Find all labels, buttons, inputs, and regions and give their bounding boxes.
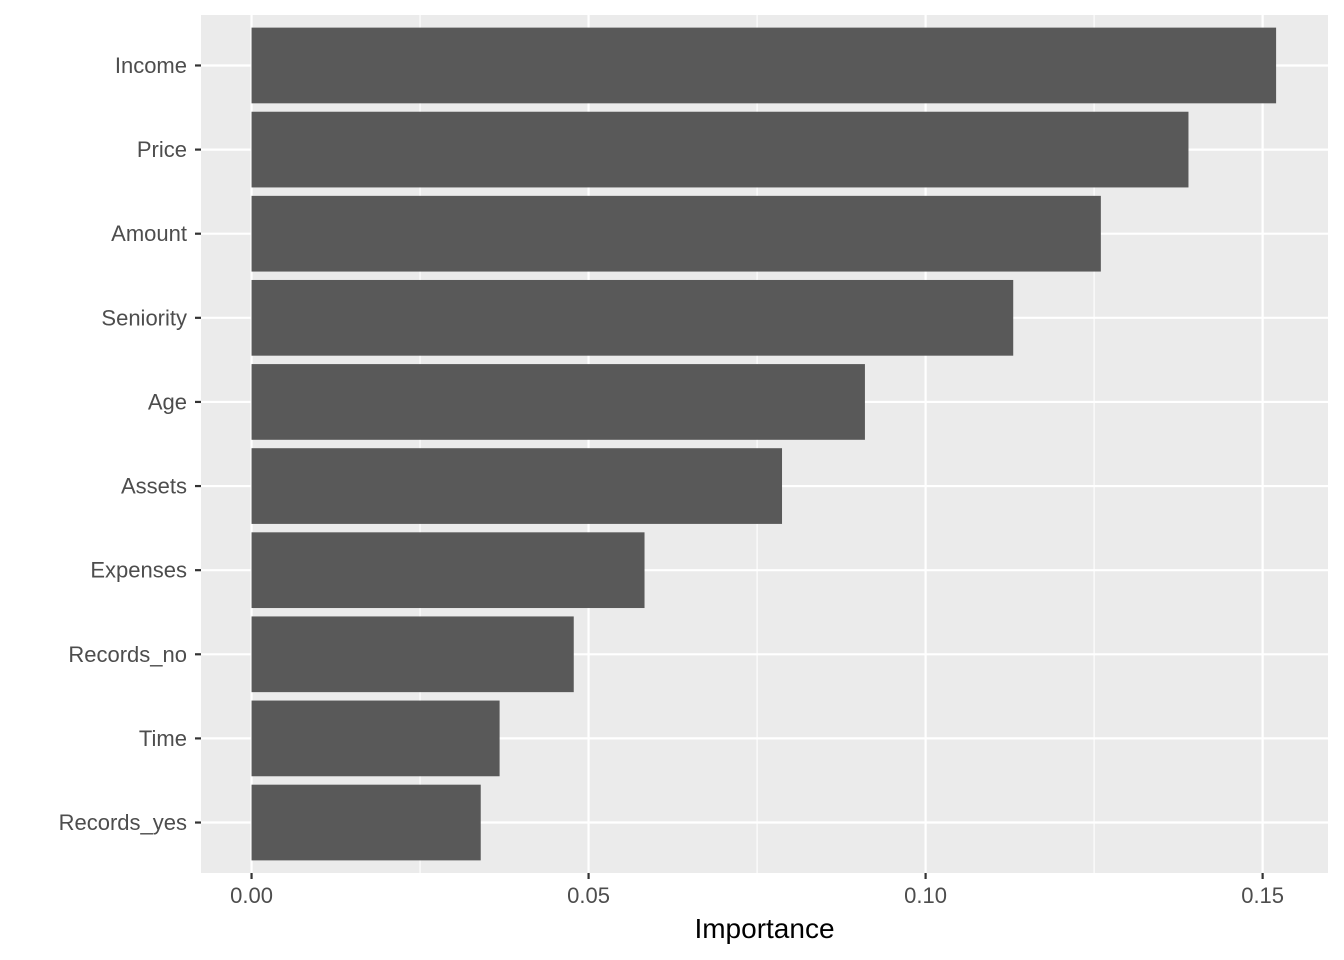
y-tick-label: Seniority (101, 305, 187, 330)
x-axis: 0.00 0.05 0.10 0.15 (230, 873, 1284, 908)
bar-income (251, 27, 1277, 104)
bar-expenses (251, 532, 645, 609)
bar-seniority (251, 279, 1014, 356)
y-axis: Income Price Amount Seniority Age Assets Expen… (59, 53, 201, 835)
bar-records-yes (251, 784, 481, 861)
x-axis-title: Importance (694, 913, 834, 944)
y-tick-label: Age (148, 389, 187, 414)
bar-price (251, 111, 1189, 188)
x-tick-label: 0.15 (1241, 883, 1284, 908)
x-tick-label: 0.00 (230, 883, 273, 908)
y-tick-label: Income (115, 53, 187, 78)
y-tick-label: Price (137, 137, 187, 162)
y-tick-label: Amount (111, 221, 187, 246)
y-tick-label: Records_no (68, 642, 187, 667)
y-tick-label: Expenses (90, 558, 187, 583)
y-tick-label: Assets (121, 474, 187, 499)
bars (251, 27, 1277, 861)
bar-assets (251, 448, 783, 524)
bar-time (251, 700, 500, 777)
x-tick-label: 0.05 (567, 883, 610, 908)
bar-amount (251, 195, 1101, 272)
bar-age (251, 364, 865, 440)
y-tick-label: Records_yes (59, 810, 187, 835)
x-tick-label: 0.10 (904, 883, 947, 908)
y-tick-label: Time (139, 726, 187, 751)
bar-records-no (251, 616, 574, 693)
